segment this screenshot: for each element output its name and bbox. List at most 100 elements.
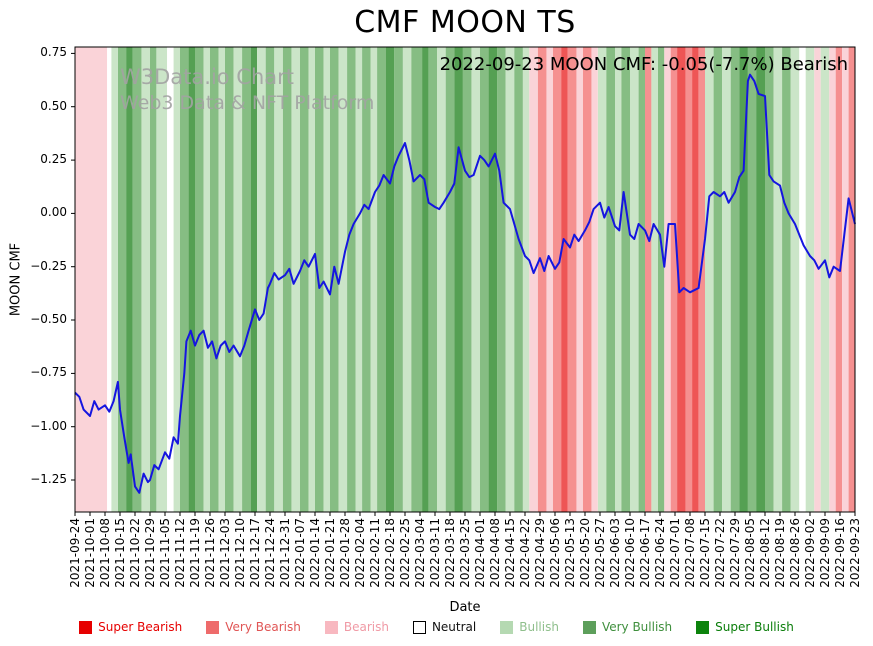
sentiment-band-very_bullish	[621, 47, 630, 512]
y-tick-label: −1.00	[30, 418, 67, 433]
x-tick-label: 2022-02-04	[353, 518, 367, 588]
sentiment-band-very_bullish	[150, 47, 157, 512]
sentiment-band-bullish	[355, 47, 363, 512]
sentiment-band-bullish	[437, 47, 446, 512]
x-tick-label: 2021-09-24	[68, 518, 82, 588]
x-tick-label: 2022-04-15	[503, 518, 517, 588]
sentiment-band-super_bullish	[385, 47, 395, 512]
sentiment-band-very_bullish	[747, 47, 757, 512]
x-tick-label: 2021-11-12	[173, 518, 187, 588]
sentiment-band-very_bearish	[582, 47, 592, 512]
sentiment-band-super_bullish	[126, 47, 133, 512]
sentiment-band-very_bullish	[394, 47, 403, 512]
sentiment-band-bullish	[505, 47, 515, 512]
sentiment-band-bearish	[829, 47, 836, 512]
x-tick-label: 2022-05-13	[563, 518, 577, 588]
x-tick-label: 2022-02-25	[398, 518, 412, 588]
x-tick-label: 2022-02-11	[368, 518, 382, 588]
x-tick-label: 2022-05-06	[548, 518, 562, 588]
x-tick-label: 2022-07-15	[698, 518, 712, 588]
sentiment-band-bullish	[705, 47, 714, 512]
sentiment-band-bearish	[842, 47, 849, 512]
legend-item-bearish: Bearish	[324, 620, 389, 634]
sentiment-band-very_bullish	[265, 47, 275, 512]
y-tick-label: 0.00	[40, 205, 67, 220]
sentiment-band-very_bearish	[537, 47, 547, 512]
x-tick-label: 2022-09-02	[803, 518, 817, 588]
x-tick-label: 2022-08-26	[788, 518, 802, 588]
sentiment-band-bullish	[651, 47, 658, 512]
sentiment-band-bullish	[173, 47, 180, 512]
sentiment-band-very_bearish	[670, 47, 678, 512]
x-tick-label: 2022-07-29	[728, 518, 742, 588]
sentiment-band-very_bullish	[428, 47, 438, 512]
sentiment-band-very_bullish	[347, 47, 356, 512]
sentiment-band-bearish	[814, 47, 821, 512]
x-tick-label: 2022-02-18	[383, 518, 397, 588]
x-tick-label: 2021-12-03	[218, 518, 232, 588]
legend-swatch	[582, 620, 596, 634]
sentiment-band-super_bearish	[692, 47, 699, 512]
legend-label: Very Bullish	[601, 620, 673, 634]
sentiment-band-very_bullish	[497, 47, 506, 512]
sentiment-band-bullish	[615, 47, 622, 512]
legend-item-super-bearish: Super Bearish	[79, 620, 182, 634]
y-tick-label: −0.50	[30, 312, 67, 327]
x-tick-label: 2022-01-07	[293, 518, 307, 588]
sentiment-band-bullish	[630, 47, 639, 512]
sentiment-band-very_bullish	[242, 47, 251, 512]
sentiment-band-very_bullish	[117, 47, 127, 512]
sentiment-band-very_bullish	[713, 47, 723, 512]
x-tick-label: 2022-03-04	[413, 518, 427, 588]
sentiment-band-very_bullish	[377, 47, 386, 512]
sentiment-band-very_bullish	[132, 47, 142, 512]
sentiment-band-bearish	[75, 47, 108, 512]
latest-value-annotation: 2022-09-23 MOON CMF: -0.05(-7.7%) Bearis…	[439, 54, 848, 75]
legend-label: Bullish	[519, 620, 559, 634]
sentiment-band-bullish	[338, 47, 348, 512]
sentiment-band-bullish	[308, 47, 315, 512]
x-tick-label: 2022-09-23	[848, 518, 862, 588]
sentiment-band-bullish	[370, 47, 378, 512]
legend-label: Very Bearish	[225, 620, 301, 634]
sentiment-band-super_bullish	[454, 47, 463, 512]
sentiment-band-bearish	[591, 47, 598, 512]
x-tick-label: 2022-04-08	[488, 518, 502, 588]
x-tick-label: 2022-01-14	[308, 518, 322, 588]
x-tick-label: 2021-12-24	[263, 518, 277, 588]
sentiment-band-bearish	[664, 47, 671, 512]
x-tick-label: 2022-05-20	[578, 518, 592, 588]
sentiment-band-very_bearish	[698, 47, 705, 512]
chart-title: CMF MOON TS	[354, 5, 576, 40]
legend-item-bullish: Bullish	[500, 620, 559, 634]
sentiment-band-bullish	[471, 47, 480, 512]
x-tick-label: 2022-08-12	[758, 518, 772, 588]
sentiment-band-bullish	[257, 47, 266, 512]
sentiment-band-bullish	[141, 47, 150, 512]
x-tick-label: 2022-09-09	[818, 518, 832, 588]
x-tick-label: 2022-06-03	[608, 518, 622, 588]
sentiment-band-bullish	[820, 47, 830, 512]
x-tick-label: 2022-04-22	[518, 518, 532, 588]
sentiment-band-neutral	[107, 47, 112, 512]
sentiment-band-very_bullish	[606, 47, 615, 512]
sentiment-band-bullish	[233, 47, 243, 512]
sentiment-band-very_bullish	[315, 47, 324, 512]
sentiment-band-bearish	[576, 47, 583, 512]
x-tick-label: 2022-01-28	[338, 518, 352, 588]
legend-item-very-bullish: Very Bullish	[582, 620, 673, 634]
legend-swatch	[206, 620, 220, 634]
x-tick-label: 2021-11-05	[158, 518, 172, 588]
x-tick-label: 2022-08-05	[743, 518, 757, 588]
sentiment-band-very_bearish	[685, 47, 693, 512]
sentiment-band-super_bearish	[677, 47, 686, 512]
cmf-line	[74, 73, 856, 494]
legend-swatch	[500, 620, 514, 634]
legend: Super Bearish Very Bearish Bearish Neutral B…	[0, 620, 873, 634]
sentiment-band-very_bearish	[848, 47, 855, 512]
sentiment-band-bullish	[156, 47, 168, 512]
sentiment-band-super_bearish	[561, 47, 568, 512]
x-tick-label: 2021-10-08	[98, 518, 112, 588]
sentiment-band-very_bullish	[480, 47, 489, 512]
